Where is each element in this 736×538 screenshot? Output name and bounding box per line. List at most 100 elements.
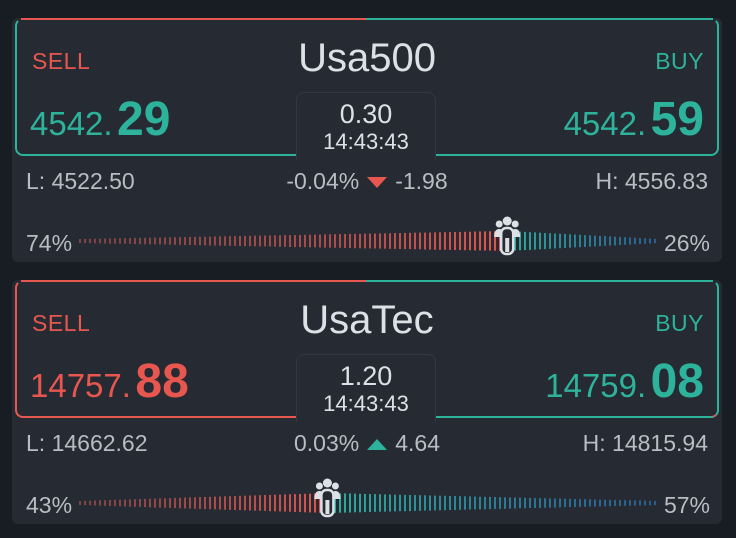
sentiment-tick <box>204 236 206 246</box>
sentiment-tick <box>139 499 141 507</box>
sentiment-tick <box>359 493 361 513</box>
sentiment-tick <box>509 497 511 509</box>
sentiment-tick <box>289 494 291 512</box>
buy-price[interactable]: 4542. 59 <box>564 92 704 147</box>
sell-price[interactable]: 4542. 29 <box>30 92 170 147</box>
sentiment-tick <box>164 498 166 508</box>
sentiment-tick <box>249 235 251 247</box>
sentiment-tick <box>484 496 486 510</box>
sentiment-tick <box>299 493 301 513</box>
sentiment-tick <box>149 498 151 508</box>
sentiment-tick <box>464 231 466 251</box>
buy-price-integer: 14759. <box>545 367 647 404</box>
sell-price-integer: 4542. <box>30 105 113 142</box>
spread-value: 0.30 <box>339 99 393 129</box>
low-value: L: 4522.50 <box>26 168 135 194</box>
sentiment-tick <box>474 496 476 510</box>
sentiment-tick <box>219 236 221 246</box>
sentiment-tick <box>639 500 641 506</box>
sentiment-tick <box>274 235 276 247</box>
sentiment-tick <box>244 495 246 511</box>
sentiment-tick <box>129 238 131 244</box>
instrument-card-usatec: SELL BUY UsaTec 14757. 88 14759. 08 1.20… <box>12 280 722 524</box>
sentiment-tick <box>229 496 231 510</box>
sentiment-tick <box>529 497 531 509</box>
sell-button-label[interactable]: SELL <box>32 48 91 74</box>
sentiment-bar: 43% 57% <box>12 478 722 528</box>
sentiment-tick <box>124 499 126 507</box>
sentiment-tick <box>389 494 391 512</box>
sentiment-tick <box>254 495 256 511</box>
buy-button-label[interactable]: BUY <box>655 310 704 336</box>
sentiment-tick <box>419 495 421 511</box>
sentiment-tick <box>369 494 371 512</box>
buy-price-decimals: 59 <box>650 93 704 146</box>
spread-box: 0.30 14:43:43 <box>296 92 436 160</box>
buy-sentiment: 26% <box>663 230 710 256</box>
sentiment-tick <box>79 239 81 243</box>
sentiment-tick <box>439 232 441 250</box>
sentiment-tick <box>414 232 416 250</box>
sentiment-tick <box>514 231 516 251</box>
sentiment-tick <box>494 497 496 509</box>
sentiment-tick <box>434 495 436 511</box>
buy-price[interactable]: 14759. 08 <box>545 354 704 409</box>
instrument-card-usa500: SELL BUY Usa500 4542. 29 4542. 59 0.30 1… <box>12 18 722 262</box>
sentiment-tick <box>84 500 86 506</box>
sentiment-tick <box>464 496 466 510</box>
sentiment-tick <box>569 234 571 248</box>
sentiment-tick <box>239 495 241 511</box>
sentiment-tick <box>194 497 196 509</box>
arrow-down-icon <box>367 177 388 189</box>
sentiment-tick <box>129 499 131 507</box>
sentiment-tick <box>234 496 236 510</box>
sentiment-tick <box>524 497 526 509</box>
sentiment-tick <box>114 238 116 244</box>
sentiment-tick <box>94 238 96 244</box>
sentiment-tick <box>139 237 141 245</box>
sentiment-tick <box>244 235 246 247</box>
sentiment-tick <box>319 493 321 513</box>
sentiment-tick <box>294 494 296 512</box>
sentiment-tick <box>534 498 536 508</box>
sell-price[interactable]: 14757. 88 <box>30 354 189 409</box>
sentiment-tick <box>609 499 611 507</box>
sentiment-tick <box>214 496 216 510</box>
sentiment-tick <box>144 498 146 508</box>
quote-time: 14:43:43 <box>323 391 409 416</box>
sentiment-tick <box>554 498 556 508</box>
sentiment-tick <box>594 499 596 507</box>
change-absolute: 4.64 <box>395 430 440 456</box>
sentiment-tick <box>369 233 371 249</box>
sentiment-tick <box>379 494 381 512</box>
sentiment-tick <box>219 496 221 510</box>
buy-button-label[interactable]: BUY <box>655 48 704 74</box>
sentiment-tick <box>339 234 341 248</box>
sentiment-tick <box>234 236 236 246</box>
sentiment-tick <box>184 237 186 245</box>
sentiment-tick <box>404 232 406 250</box>
sentiment-tick <box>119 238 121 244</box>
sentiment-tick <box>309 493 311 513</box>
sell-button-label[interactable]: SELL <box>32 310 91 336</box>
sentiment-tick <box>254 235 256 247</box>
sentiment-tick <box>479 496 481 510</box>
sentiment-tick <box>259 235 261 247</box>
sentiment-tick <box>174 237 176 245</box>
sentiment-tick <box>249 495 251 511</box>
sentiment-tick <box>259 495 261 511</box>
sentiment-tick <box>564 498 566 508</box>
daily-change: 0.03% 4.64 <box>12 430 722 457</box>
sentiment-tick <box>489 231 491 251</box>
sentiment-tick <box>314 493 316 513</box>
sell-price-decimals: 88 <box>135 355 189 408</box>
daily-stats: L: 14662.62 0.03% 4.64 H: 14815.94 <box>12 430 722 460</box>
sentiment-tick <box>269 494 271 512</box>
sentiment-tick <box>164 237 166 245</box>
sentiment-tick <box>214 236 216 246</box>
sentiment-tick <box>89 500 91 506</box>
sentiment-tick <box>419 232 421 250</box>
buy-price-decimals: 08 <box>650 355 704 408</box>
sentiment-tick <box>339 493 341 513</box>
sentiment-tick <box>99 238 101 244</box>
